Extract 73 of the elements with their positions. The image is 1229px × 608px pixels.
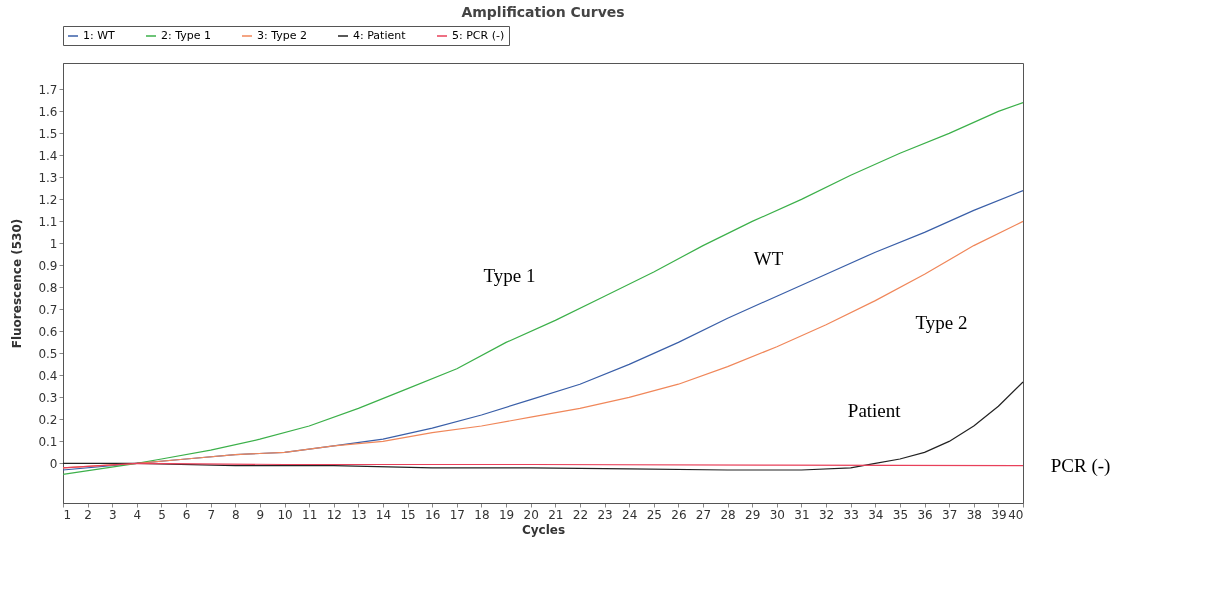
x-tick-label: 30 <box>769 507 785 522</box>
y-tick-label: 1 <box>49 236 58 251</box>
x-tick-label: 24 <box>622 507 638 522</box>
y-tick-label: 1.5 <box>38 126 58 141</box>
y-tick-label: 1.7 <box>38 82 58 97</box>
line-series <box>62 102 1024 475</box>
x-tick-label: 28 <box>720 507 736 522</box>
y-tick-label: 0.5 <box>38 346 58 361</box>
annotation: Type 2 <box>915 311 968 333</box>
text: PCR (-) <box>1050 454 1111 477</box>
y-tick-label: 0.8 <box>38 280 58 295</box>
legend-label: 4: Patient <box>353 29 407 42</box>
x-tick-label: 15 <box>400 507 416 522</box>
x-axis-title: Cycles <box>521 522 566 537</box>
x-tick-label: 20 <box>523 507 539 522</box>
x-tick-label: 26 <box>671 507 687 522</box>
x-tick-label: 40 <box>1008 507 1024 522</box>
x-tick-label: 23 <box>597 507 613 522</box>
x-tick-label: 9 <box>256 507 265 522</box>
y-tick-label: 1.4 <box>38 148 58 163</box>
x-tick-label: 25 <box>646 507 662 522</box>
x-tick-label: 18 <box>474 507 490 522</box>
y-tick-label: 1.6 <box>38 104 58 119</box>
x-tick-label: 36 <box>917 507 933 522</box>
y-tick-label: 0.1 <box>38 434 58 449</box>
x-tick-label: 10 <box>277 507 293 522</box>
x-tick-label: 38 <box>966 507 982 522</box>
x-tick-label: 1 <box>63 507 72 522</box>
x-tick-label: 12 <box>326 507 342 522</box>
x-tick-label: 8 <box>231 507 240 522</box>
x-tick-label: 35 <box>892 507 909 522</box>
x-tick-label: 3 <box>108 507 117 522</box>
x-tick-label: 29 <box>745 507 761 522</box>
annotation: Type 1 <box>483 265 536 287</box>
x-tick-label: 31 <box>794 507 810 522</box>
y-tick-label: 0.2 <box>38 412 58 427</box>
x-tick-label: 39 <box>991 507 1007 522</box>
x-tick-label: 33 <box>843 507 859 522</box>
x-tick-label: 5 <box>158 507 166 522</box>
y-tick-label: 0.3 <box>38 390 58 405</box>
x-tick-label: 14 <box>375 507 392 522</box>
x-tick-label: 17 <box>449 507 465 522</box>
x-tick-label: 13 <box>351 507 367 522</box>
y-tick-label: 0.6 <box>38 324 58 339</box>
y-tick-label: 0 <box>49 456 58 471</box>
annotation: Patient <box>847 399 902 421</box>
legend-label: 3: Type 2 <box>257 29 307 42</box>
x-tick-label: 37 <box>942 507 958 522</box>
x-tick-label: 21 <box>548 507 564 522</box>
y-tick-label: 1.2 <box>38 192 58 207</box>
legend-label: 5: PCR (-) <box>452 29 505 42</box>
x-tick-label: 16 <box>425 507 441 522</box>
x-tick-label: 27 <box>695 507 712 522</box>
x-tick-label: 7 <box>207 507 216 522</box>
y-tick-label: 0.4 <box>38 368 58 383</box>
x-tick-label: 2 <box>84 507 92 522</box>
legend-label: 2: Type 1 <box>161 29 211 42</box>
y-tick-label: 0.9 <box>38 258 58 273</box>
x-tick-label: 19 <box>498 507 515 522</box>
y-tick-label: 1.3 <box>38 170 58 185</box>
annotation: WT <box>753 247 784 269</box>
y-tick-label: 1.1 <box>38 214 58 229</box>
x-tick-label: 4 <box>133 507 142 522</box>
y-tick-label: 0.7 <box>38 302 58 317</box>
x-tick-label: 11 <box>302 507 318 522</box>
x-tick-label: 32 <box>818 507 835 522</box>
chart-title: Amplification Curves <box>461 3 625 20</box>
legend-label: 1: WT <box>83 29 116 42</box>
x-tick-label: 22 <box>572 507 589 522</box>
y-axis-title: Fluorescence (530) <box>10 218 25 349</box>
x-tick-label: 34 <box>868 507 884 522</box>
line-series <box>62 381 1024 471</box>
x-tick-label: 6 <box>182 507 191 522</box>
